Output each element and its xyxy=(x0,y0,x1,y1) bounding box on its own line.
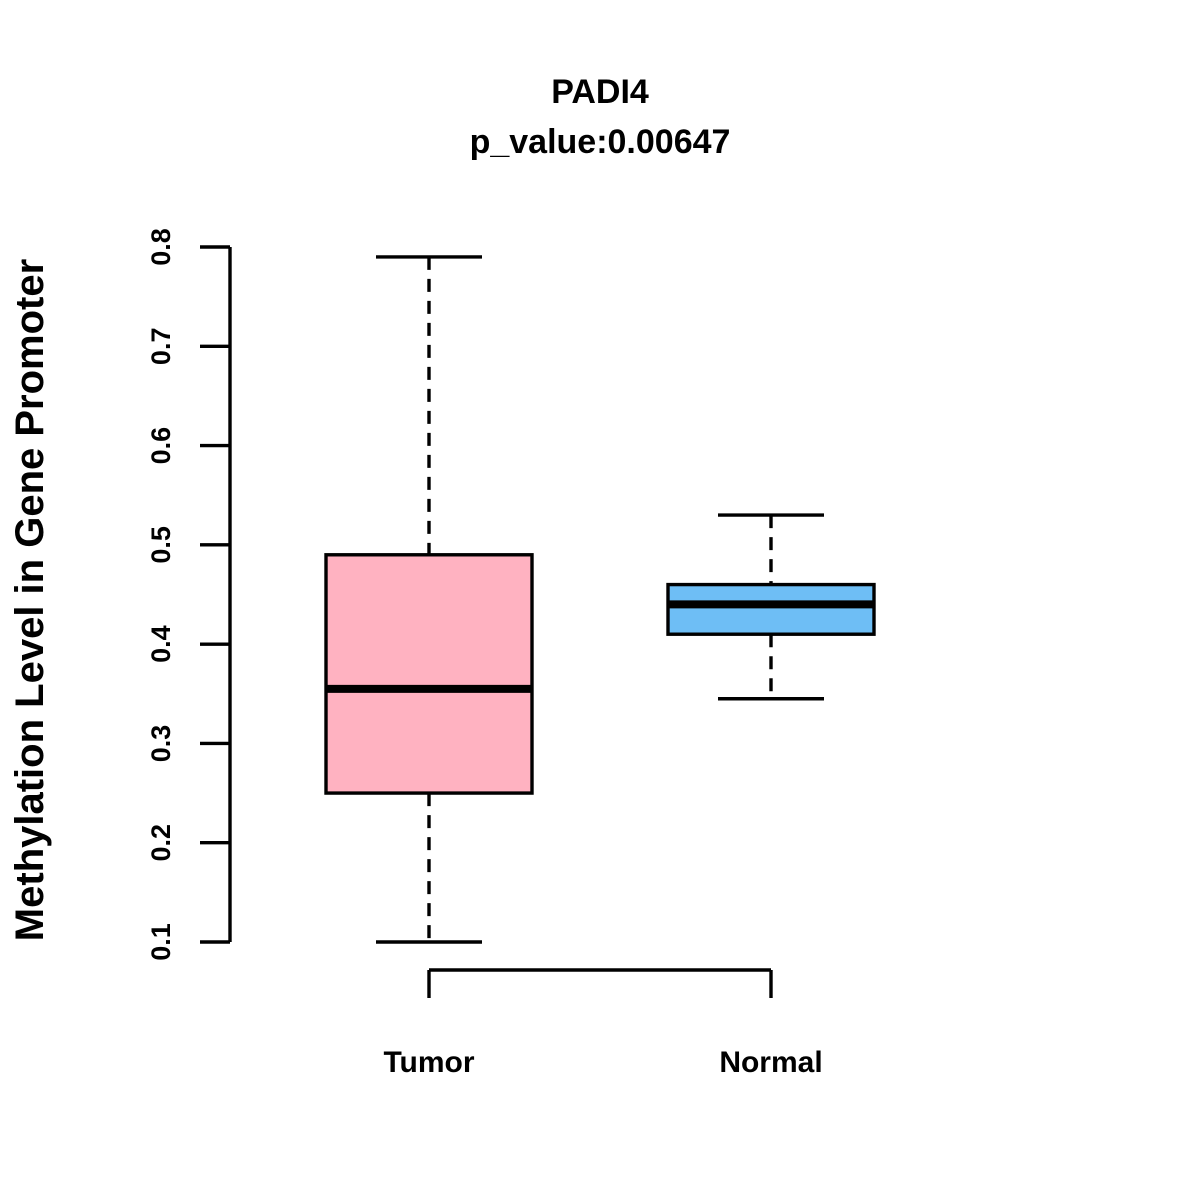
category-label-normal: Normal xyxy=(719,1046,823,1079)
y-tick-label: 0.6 xyxy=(146,427,176,465)
y-tick-label: 0.3 xyxy=(146,725,176,763)
y-tick-label: 0.7 xyxy=(146,328,176,366)
chart-subtitle: p_value:0.00647 xyxy=(469,123,731,161)
y-tick-label: 0.2 xyxy=(146,824,176,862)
box-normal xyxy=(666,582,876,636)
y-tick-label: 0.5 xyxy=(146,526,176,564)
chart-title: PADI4 xyxy=(551,73,649,111)
y-tick-label: 0.1 xyxy=(146,923,176,961)
y-tick-label: 0.4 xyxy=(146,625,176,663)
y-tick-label: 0.8 xyxy=(146,228,176,266)
title-block: PADI4 p_value:0.00647 xyxy=(300,67,900,167)
category-label-tumor: Tumor xyxy=(383,1046,475,1079)
y-axis-label: Methylation Level in Gene Promoter xyxy=(8,258,52,942)
box-tumor xyxy=(324,553,534,795)
